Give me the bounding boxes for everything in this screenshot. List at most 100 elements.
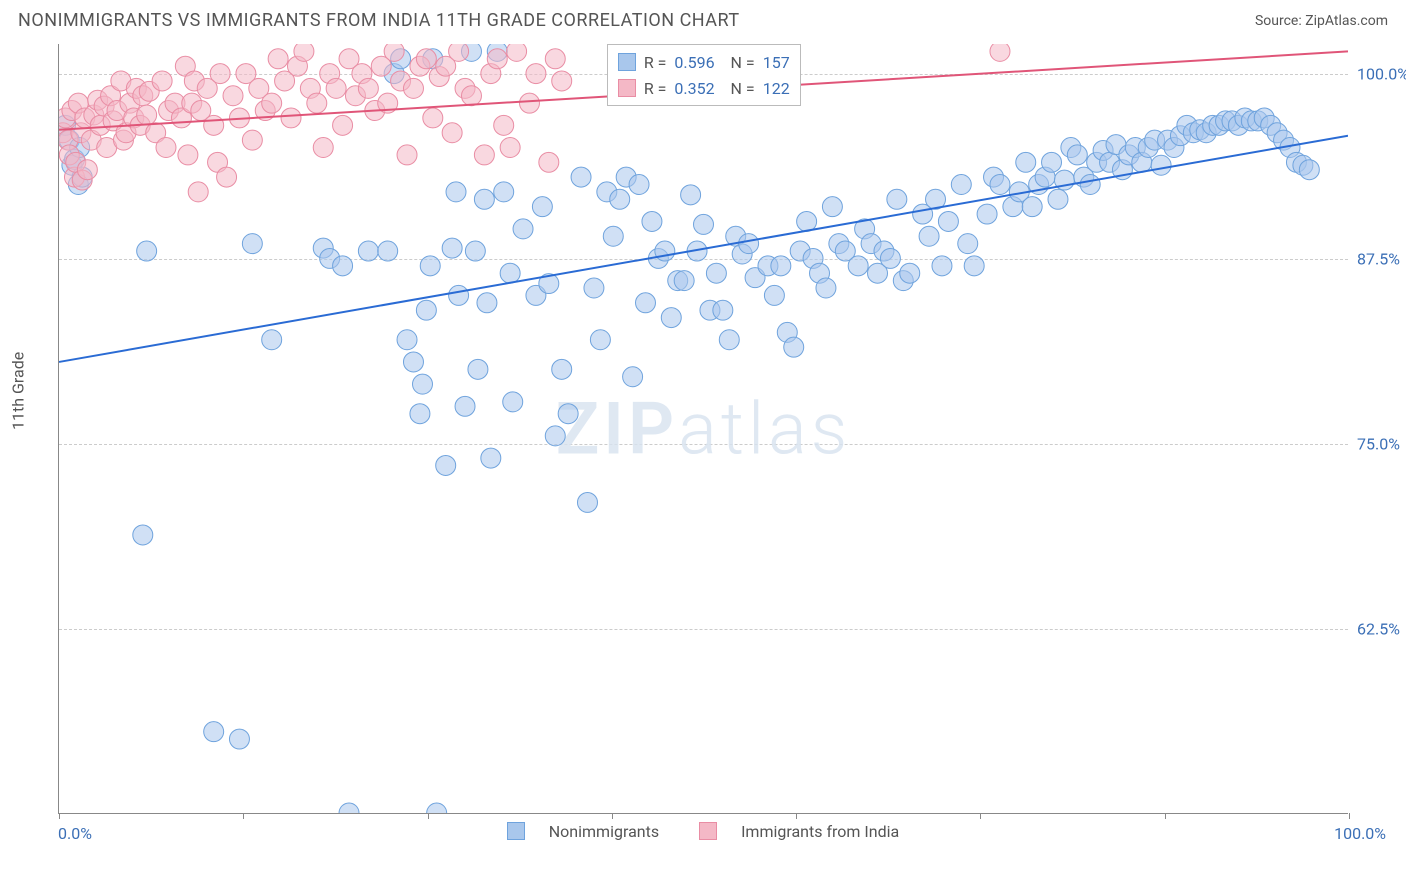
- data-point: [539, 152, 559, 172]
- data-point: [455, 396, 475, 416]
- data-point: [210, 64, 230, 84]
- data-point: [919, 226, 939, 246]
- data-point: [822, 197, 842, 217]
- data-point: [468, 359, 488, 379]
- data-point: [958, 234, 978, 254]
- data-point: [204, 722, 224, 742]
- data-point: [378, 241, 398, 261]
- data-point: [1080, 175, 1100, 195]
- data-point: [410, 404, 430, 424]
- chart-plot-area: ZIPatlas 62.5%75.0%87.5%100.0% R = 0.596…: [58, 44, 1348, 814]
- data-point: [358, 78, 378, 98]
- data-point: [242, 130, 262, 150]
- data-point: [661, 308, 681, 328]
- data-point: [784, 337, 804, 357]
- data-point: [477, 293, 497, 313]
- x-tick-mark: [612, 813, 613, 819]
- data-point: [764, 285, 784, 305]
- data-point: [204, 115, 224, 135]
- x-tick-mark: [428, 813, 429, 819]
- y-tick-label: 62.5%: [1357, 619, 1400, 638]
- legend-n-value: 122: [763, 79, 790, 98]
- data-point: [442, 238, 462, 258]
- data-point: [223, 86, 243, 106]
- x-tick-mark: [980, 813, 981, 819]
- legend-swatch: [618, 53, 636, 71]
- legend-item: Nonimmigrants: [497, 822, 669, 841]
- legend-n-label: N =: [723, 79, 755, 98]
- x-tick-mark: [1349, 813, 1350, 819]
- data-point: [413, 374, 433, 394]
- legend-r-value: 0.596: [674, 53, 714, 72]
- y-tick-label: 75.0%: [1357, 434, 1400, 453]
- data-point: [137, 105, 157, 125]
- data-point: [1042, 152, 1062, 172]
- data-point: [152, 71, 172, 91]
- data-point: [420, 256, 440, 276]
- data-point: [513, 219, 533, 239]
- data-point: [313, 138, 333, 158]
- data-point: [500, 138, 520, 158]
- data-point: [990, 175, 1010, 195]
- x-tick-mark: [796, 813, 797, 819]
- data-point: [217, 167, 237, 187]
- data-point: [1151, 155, 1171, 175]
- data-point: [494, 182, 514, 202]
- data-point: [507, 44, 527, 61]
- data-point: [571, 167, 591, 187]
- data-point: [674, 271, 694, 291]
- data-point: [526, 64, 546, 84]
- data-point: [403, 78, 423, 98]
- data-point: [449, 285, 469, 305]
- data-point: [590, 330, 610, 350]
- data-point: [487, 49, 507, 69]
- x-tick-mark: [243, 813, 244, 819]
- data-point: [294, 44, 314, 61]
- data-point: [797, 211, 817, 231]
- chart-title: NONIMMIGRANTS VS IMMIGRANTS FROM INDIA 1…: [18, 10, 740, 31]
- data-point: [1022, 197, 1042, 217]
- data-point: [1048, 189, 1068, 209]
- data-point: [990, 44, 1010, 61]
- y-tick-label: 87.5%: [1357, 249, 1400, 268]
- data-point: [603, 226, 623, 246]
- data-point: [397, 330, 417, 350]
- data-point: [500, 263, 520, 283]
- data-point: [188, 182, 208, 202]
- data-point: [242, 234, 262, 254]
- y-tick-label: 100.0%: [1357, 64, 1406, 83]
- data-point: [545, 49, 565, 69]
- data-point: [449, 44, 469, 61]
- data-point: [416, 49, 436, 69]
- data-point: [442, 123, 462, 143]
- data-point: [403, 352, 423, 372]
- data-point: [694, 214, 714, 234]
- data-point: [816, 278, 836, 298]
- legend-n-label: N =: [723, 53, 755, 72]
- data-point: [281, 108, 301, 128]
- legend-r-value: 0.352: [674, 79, 714, 98]
- data-point: [887, 189, 907, 209]
- data-point: [494, 115, 514, 135]
- data-point: [1299, 160, 1319, 180]
- data-point: [133, 525, 153, 545]
- legend-swatch: [618, 79, 636, 97]
- data-point: [739, 234, 759, 254]
- data-point: [577, 492, 597, 512]
- scatter-plot-svg: [59, 44, 1348, 813]
- data-point: [545, 426, 565, 446]
- stats-legend-row: R = 0.352 N = 122: [618, 75, 790, 101]
- data-point: [951, 175, 971, 195]
- legend-r-label: R =: [644, 79, 667, 98]
- data-point: [977, 204, 997, 224]
- x-tick-mark: [1165, 813, 1166, 819]
- y-axis-label: 11th Grade: [9, 352, 28, 430]
- data-point: [465, 241, 485, 261]
- legend-swatch: [699, 822, 717, 840]
- stats-legend-row: R = 0.596 N = 157: [618, 49, 790, 75]
- data-point: [307, 93, 327, 113]
- data-point: [848, 256, 868, 276]
- source-label: Source: ZipAtlas.com: [1255, 13, 1388, 29]
- data-point: [558, 404, 578, 424]
- data-point: [436, 455, 456, 475]
